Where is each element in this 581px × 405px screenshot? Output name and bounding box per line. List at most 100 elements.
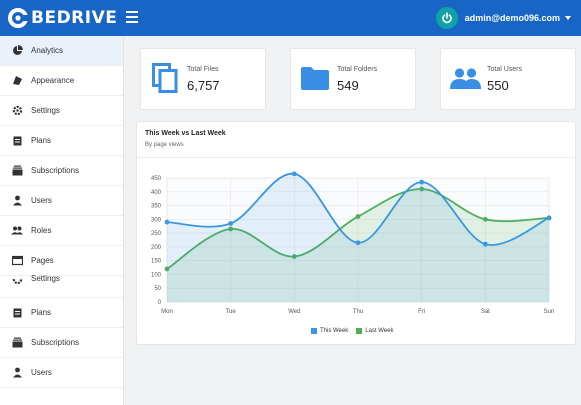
logo-text: BEDRIVE: [31, 8, 118, 28]
subscriptions-icon: [11, 337, 23, 349]
sidebar-item-label: Analytics: [31, 46, 64, 55]
data-point-this-week: [419, 179, 425, 185]
user-menu[interactable]: admin@demo096.com: [435, 6, 571, 30]
power-icon: [441, 12, 452, 24]
data-point-this-week: [228, 221, 234, 226]
brush-icon: [11, 75, 23, 87]
y-tick-label: 250: [151, 231, 162, 237]
sidebar-item-label: Roles: [31, 226, 52, 235]
divider: [137, 157, 575, 158]
sidebar-item-plans-2[interactable]: Plans: [0, 298, 123, 328]
y-tick-label: 200: [151, 245, 162, 251]
pie-chart-icon: [11, 45, 23, 57]
legend-swatch: [356, 328, 363, 334]
clipboard-icon: [11, 135, 23, 147]
data-point-this-week: [482, 241, 488, 247]
x-tick-label: Sat: [481, 309, 490, 315]
app-logo[interactable]: BEDRIVE: [7, 7, 117, 29]
stat-label: Total Folders: [337, 66, 378, 73]
sidebar-item-subscriptions[interactable]: Subscriptions: [0, 156, 123, 186]
avatar: [435, 7, 458, 29]
x-tick-label: Sun: [544, 309, 555, 315]
sidebar-item-label: Settings: [31, 106, 60, 115]
stat-label: Total Users: [487, 66, 523, 73]
legend-item-this-week[interactable]: This Week: [311, 328, 348, 334]
data-point-last-week: [355, 214, 361, 219]
sidebar-item-roles[interactable]: Roles: [0, 216, 123, 246]
gear-icon: [11, 105, 23, 117]
stat-label: Total Files: [187, 66, 219, 73]
x-tick-label: Wed: [288, 309, 300, 315]
sidebar-item-label: Users: [31, 196, 52, 205]
sidebar-item-settings[interactable]: Settings: [0, 96, 123, 126]
files-icon: [152, 63, 178, 93]
x-tick-label: Fri: [418, 309, 425, 315]
stat-card-files: Total Files 6,757: [140, 48, 266, 110]
y-tick-label: 0: [158, 300, 162, 306]
top-bar: BEDRIVE admin@demo096.com: [0, 0, 581, 36]
folder-icon: [301, 67, 329, 90]
sidebar-item-label: Users: [31, 368, 52, 377]
data-point-last-week: [228, 226, 234, 232]
y-tick-label: 150: [151, 259, 162, 265]
sidebar-item-users[interactable]: Users: [0, 186, 123, 216]
data-point-last-week: [419, 186, 425, 192]
sidebar-item-label: Subscriptions: [31, 166, 80, 175]
people-icon: [11, 225, 23, 237]
chevron-down-icon: [565, 16, 571, 20]
y-tick-label: 100: [151, 272, 162, 278]
clipboard-icon: [11, 307, 23, 319]
data-point-this-week: [546, 215, 552, 221]
legend-swatch: [311, 328, 317, 334]
y-tick-label: 400: [151, 190, 162, 196]
menu-toggle-button[interactable]: [126, 11, 138, 25]
chart-legend: This Week Last Week: [311, 328, 401, 334]
gear-icon: [11, 276, 23, 288]
sidebar-item-pages[interactable]: Pages: [0, 246, 123, 276]
person-icon: [11, 195, 23, 207]
sidebar-item-users-2[interactable]: Users: [0, 358, 123, 388]
stat-card-folders: Total Folders 549: [290, 48, 416, 110]
stat-value: 6,757: [187, 78, 220, 93]
hamburger-icon-line: [126, 21, 138, 23]
hamburger-icon-line: [126, 16, 138, 18]
users-icon: [450, 68, 481, 89]
y-tick-label: 50: [154, 286, 161, 292]
sidebar-item-appearance[interactable]: Appearance: [0, 66, 123, 96]
sidebar-item-label: Subscriptions: [31, 338, 80, 347]
hamburger-icon: [126, 11, 138, 13]
y-tick-label: 350: [151, 204, 162, 210]
x-tick-label: Thu: [353, 309, 363, 315]
series-area-last-week: [167, 189, 549, 302]
stat-value: 550: [487, 78, 509, 93]
subscriptions-icon: [11, 165, 23, 177]
sidebar-item-subscriptions-2[interactable]: Subscriptions: [0, 328, 123, 358]
data-point-last-week: [164, 266, 170, 272]
chart-title: This Week vs Last Week: [145, 130, 226, 137]
data-point-last-week: [482, 216, 488, 222]
stat-card-users: Total Users 550: [440, 48, 576, 110]
sidebar-item-label: Plans: [31, 308, 52, 317]
data-point-this-week: [355, 240, 361, 246]
x-tick-label: Tue: [226, 309, 237, 315]
sidebar-item-label: Appearance: [31, 76, 75, 85]
legend-label: Last Week: [365, 328, 394, 334]
chart-subtitle: By page views: [145, 142, 184, 148]
data-point-last-week: [291, 254, 297, 259]
y-tick-label: 450: [151, 176, 162, 182]
legend-item-last-week[interactable]: Last Week: [356, 328, 393, 334]
sidebar-item-label: Plans: [31, 136, 52, 145]
series-area-this-week: [167, 173, 549, 302]
y-tick-label: 300: [151, 217, 162, 223]
sidebar-item-plans[interactable]: Plans: [0, 126, 123, 156]
x-tick-label: Mon: [161, 309, 173, 315]
data-point-this-week: [291, 171, 297, 177]
legend-label: This Week: [320, 328, 349, 334]
page-icon: [11, 255, 23, 267]
stat-value: 549: [337, 78, 359, 93]
sidebar-item-analytics[interactable]: Analytics: [0, 36, 123, 66]
logo-icon: [8, 8, 29, 28]
sidebar-item-settings-2[interactable]: Settings: [0, 274, 123, 298]
sidebar-item-label: Pages: [31, 256, 54, 265]
person-icon: [11, 367, 23, 379]
